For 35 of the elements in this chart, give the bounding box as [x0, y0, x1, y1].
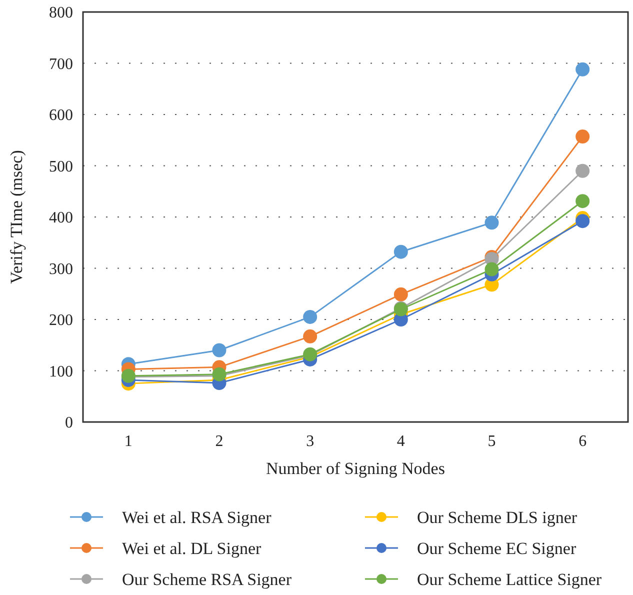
point: [576, 164, 590, 178]
point: [484, 216, 499, 230]
y-tick-label: 100: [49, 363, 73, 380]
x-tick-label: 2: [215, 433, 224, 450]
point: [576, 130, 590, 144]
x-tick-label: 3: [306, 433, 314, 450]
y-tick-label: 800: [49, 4, 73, 22]
point: [303, 329, 318, 344]
legend-label: Our Scheme Lattice Signer: [417, 570, 602, 589]
point: [212, 343, 226, 358]
y-tick-label: 700: [49, 56, 73, 73]
point: [576, 62, 590, 76]
point: [576, 214, 590, 228]
y-axis-title: Verify TIme (msec): [7, 150, 26, 284]
y-tick-label: 300: [49, 260, 73, 278]
legend-label: Wei et al. DL Signer: [122, 538, 262, 558]
legend-label: Our Scheme RSA Signer: [122, 570, 292, 589]
y-tick-label: 0: [65, 414, 73, 432]
x-tick-label: 4: [396, 433, 405, 450]
point: [394, 287, 408, 302]
legend-label: Our Scheme DLS igner: [417, 508, 578, 527]
x-tick-label: 6: [578, 433, 587, 450]
point: [394, 244, 408, 259]
y-tick-label: 400: [49, 210, 73, 227]
x-axis-title: Number of Signing Nodes: [266, 459, 445, 478]
legend-label: Our Scheme EC Signer: [417, 538, 576, 558]
point: [576, 194, 590, 208]
legend-label: Wei et al. RSA Signer: [122, 508, 272, 527]
y-tick-label: 600: [49, 107, 73, 124]
x-tick-label: 1: [124, 433, 132, 450]
point: [303, 310, 318, 324]
y-tick-label: 200: [49, 312, 73, 330]
x-tick-label: 5: [488, 433, 496, 450]
y-tick-label: 500: [49, 158, 73, 176]
point: [484, 262, 499, 276]
